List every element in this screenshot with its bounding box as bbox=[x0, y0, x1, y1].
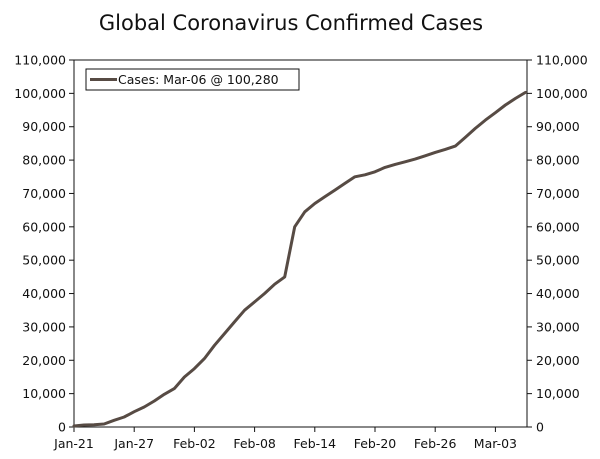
y-tick-label-right: 110,000 bbox=[536, 53, 588, 68]
x-axis: Jan-21 Jan-27 Feb-02 Feb-08 Feb-14 Feb-20 Feb-… bbox=[53, 427, 517, 451]
legend-label: Cases: Mar-06 @ 100,280 bbox=[118, 72, 279, 87]
y-tick-label-left: 90,000 bbox=[22, 119, 66, 134]
right-y-axis: 0 10,000 20,000 30,000 40,000 50,000 60,000 70,… bbox=[527, 53, 588, 435]
y-tick-label-left: 0 bbox=[58, 420, 66, 435]
x-tick-label: Jan-21 bbox=[53, 436, 94, 451]
y-tick-label-left: 80,000 bbox=[22, 153, 66, 168]
legend-box bbox=[85, 68, 300, 91]
y-tick-label-right: 40,000 bbox=[536, 286, 580, 301]
x-tick-label: Feb-02 bbox=[173, 436, 216, 451]
y-tick-label-right: 60,000 bbox=[536, 219, 580, 234]
y-tick-label-right: 10,000 bbox=[536, 386, 580, 401]
y-tick-label-left: 30,000 bbox=[22, 319, 66, 334]
y-tick-label-right: 50,000 bbox=[536, 253, 580, 268]
y-tick-label-right: 20,000 bbox=[536, 353, 580, 368]
x-tick-label: Mar-03 bbox=[474, 436, 517, 451]
legend: Cases: Mar-06 @ 100,280 bbox=[85, 68, 300, 91]
y-tick-label-right: 0 bbox=[536, 420, 544, 435]
y-tick-label-left: 100,000 bbox=[14, 86, 66, 101]
y-tick-label-right: 30,000 bbox=[536, 319, 580, 334]
y-tick-label-right: 100,000 bbox=[536, 86, 588, 101]
left-y-axis: 0 10,000 20,000 30,000 40,000 50,000 60,000 70,… bbox=[14, 53, 74, 435]
y-tick-label-left: 20,000 bbox=[22, 353, 66, 368]
y-tick-label-left: 110,000 bbox=[14, 53, 66, 68]
chart-title: Global Coronavirus Confirmed Cases bbox=[99, 11, 483, 35]
y-tick-label-left: 70,000 bbox=[22, 186, 66, 201]
y-tick-label-right: 70,000 bbox=[536, 186, 580, 201]
y-tick-label-right: 90,000 bbox=[536, 119, 580, 134]
y-tick-label-left: 60,000 bbox=[22, 219, 66, 234]
y-tick-label-right: 80,000 bbox=[536, 153, 580, 168]
x-tick-label: Feb-26 bbox=[414, 436, 457, 451]
y-tick-label-left: 40,000 bbox=[22, 286, 66, 301]
x-tick-label: Feb-08 bbox=[233, 436, 276, 451]
x-tick-label: Feb-14 bbox=[294, 436, 337, 451]
plot-area bbox=[73, 59, 528, 428]
series-line-cases bbox=[72, 90, 527, 428]
y-tick-label-left: 10,000 bbox=[22, 386, 66, 401]
x-tick-label: Jan-27 bbox=[113, 436, 154, 451]
y-tick-label-left: 50,000 bbox=[22, 253, 66, 268]
x-tick-label: Feb-20 bbox=[354, 436, 397, 451]
